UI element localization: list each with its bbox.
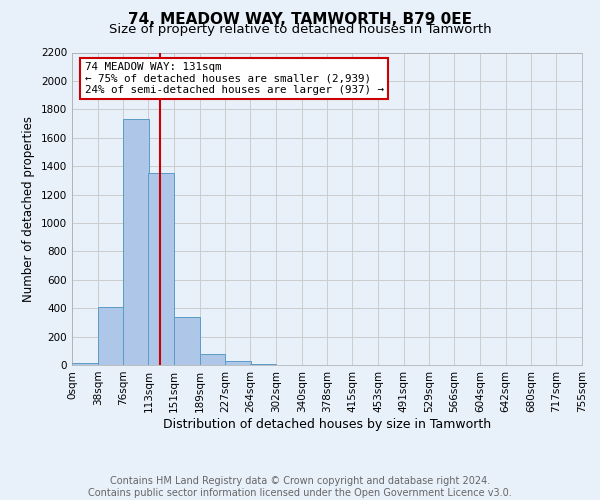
Bar: [124, 120, 149, 365]
Bar: [72, 363, 98, 365]
Bar: [226, 362, 251, 365]
X-axis label: Distribution of detached houses by size in Tamworth: Distribution of detached houses by size …: [163, 418, 491, 430]
Bar: [98, 307, 124, 365]
Text: Size of property relative to detached houses in Tamworth: Size of property relative to detached ho…: [109, 22, 491, 36]
Bar: [250, 364, 276, 365]
Bar: [174, 316, 200, 365]
Text: Contains HM Land Registry data © Crown copyright and database right 2024.
Contai: Contains HM Land Registry data © Crown c…: [88, 476, 512, 498]
Bar: [148, 173, 174, 365]
Text: 74, MEADOW WAY, TAMWORTH, B79 0EE: 74, MEADOW WAY, TAMWORTH, B79 0EE: [128, 12, 472, 28]
Text: 74 MEADOW WAY: 131sqm
← 75% of detached houses are smaller (2,939)
24% of semi-d: 74 MEADOW WAY: 131sqm ← 75% of detached …: [85, 62, 384, 95]
Y-axis label: Number of detached properties: Number of detached properties: [22, 116, 35, 302]
Bar: [200, 354, 226, 365]
